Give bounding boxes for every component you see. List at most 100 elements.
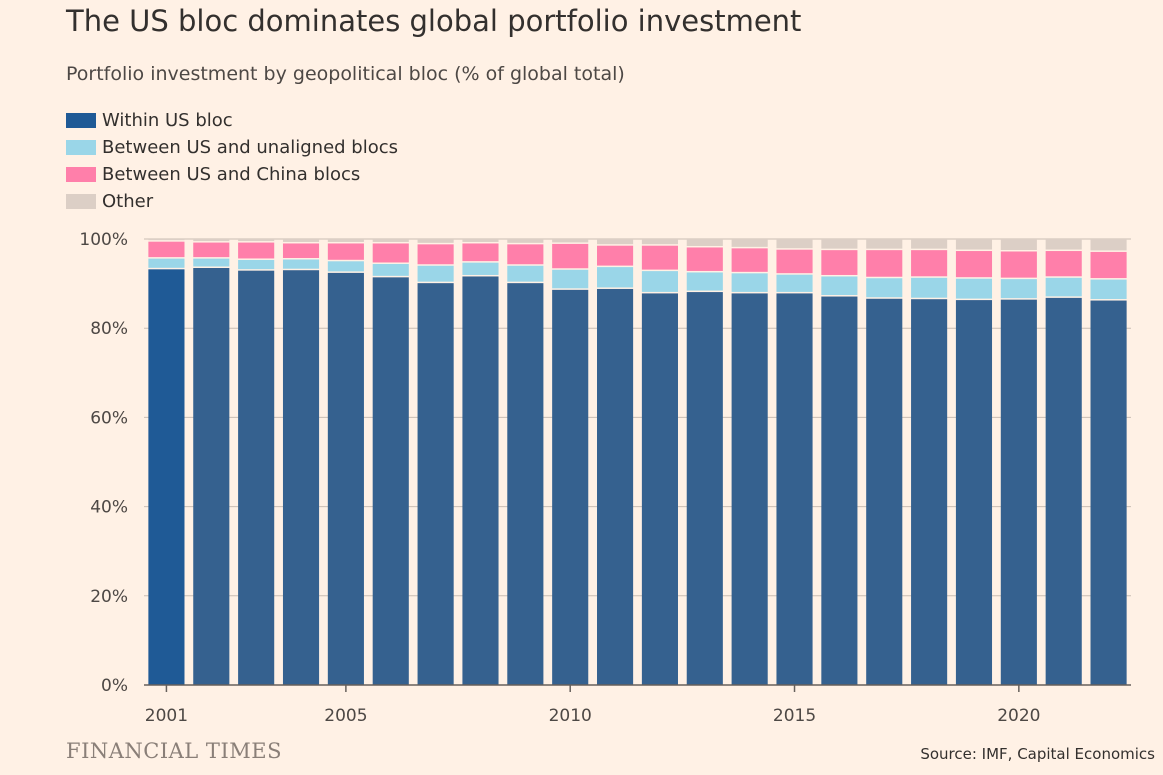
bar-segment-us-china xyxy=(955,251,993,278)
bar-segment-other xyxy=(866,239,903,249)
legend-swatch-us-unaligned xyxy=(66,140,96,155)
bar-segment-other xyxy=(507,239,544,243)
chart-title: The US bloc dominates global portfolio i… xyxy=(66,4,802,38)
bars xyxy=(148,239,1127,685)
bar-segment-us-unaligned xyxy=(1045,277,1082,297)
bar-segment-other xyxy=(462,239,499,242)
bar-stack-2019 xyxy=(955,239,993,685)
bar-segment-us-unaligned xyxy=(911,277,948,298)
bar-segment-other xyxy=(776,239,813,249)
legend-label-us-china: Between US and China blocs xyxy=(102,164,361,185)
y-tick-label: 0% xyxy=(101,676,128,696)
bar-segment-us-china xyxy=(327,243,364,260)
y-tick-label: 80% xyxy=(90,319,128,339)
bar-segment-us-china xyxy=(731,248,768,272)
bar-stack-2003 xyxy=(238,239,275,685)
bar-segment-other xyxy=(327,239,364,242)
bar-segment-us-unaligned xyxy=(731,273,768,292)
bar-segment-us-unaligned xyxy=(641,271,678,292)
bar-segment-within-us xyxy=(1045,297,1082,685)
bar-segment-within-us xyxy=(417,283,454,685)
bar-segment-us-unaligned xyxy=(193,258,230,267)
bar-stack-2002 xyxy=(193,239,230,685)
bar-segment-other xyxy=(148,239,185,241)
bar-segment-us-china xyxy=(821,250,858,275)
bar-segment-us-china xyxy=(1000,251,1037,278)
bar-segment-us-unaligned xyxy=(148,258,185,268)
bar-segment-us-china xyxy=(776,249,813,274)
bar-segment-other xyxy=(238,239,275,242)
bar-segment-us-unaligned xyxy=(866,278,903,298)
bar-segment-within-us xyxy=(507,283,544,685)
bar-segment-other xyxy=(1000,239,1037,250)
bar-segment-within-us xyxy=(238,270,275,685)
chart-legend: Within US bloc Between US and unaligned … xyxy=(66,107,398,215)
bar-stack-2005 xyxy=(327,239,364,685)
bar-stack-2007 xyxy=(417,239,454,685)
bar-segment-us-unaligned xyxy=(955,278,993,299)
bar-stack-2004 xyxy=(282,239,320,685)
y-tick-label: 20% xyxy=(90,587,128,607)
bar-segment-us-china xyxy=(1090,251,1127,279)
bar-segment-within-us xyxy=(866,298,903,685)
bar-segment-other xyxy=(911,239,948,249)
bar-segment-us-unaligned xyxy=(776,274,813,292)
bar-segment-within-us xyxy=(462,276,499,685)
bar-segment-us-china xyxy=(372,243,409,263)
bar-segment-within-us xyxy=(731,293,768,685)
bar-stack-2010 xyxy=(552,239,589,685)
bar-stack-2009 xyxy=(507,239,544,685)
bar-segment-other xyxy=(686,239,723,246)
bar-stack-2012 xyxy=(641,239,678,685)
y-tick-label: 100% xyxy=(79,230,128,250)
bar-segment-within-us xyxy=(955,300,993,685)
bar-segment-us-china xyxy=(193,242,230,258)
bar-segment-us-unaligned xyxy=(507,265,544,282)
bar-segment-us-unaligned xyxy=(417,265,454,282)
bar-segment-within-us xyxy=(552,289,589,685)
bar-segment-us-unaligned xyxy=(1090,279,1127,300)
legend-label-us-unaligned: Between US and unaligned blocs xyxy=(102,137,399,158)
x-tick-label: 2020 xyxy=(997,706,1040,726)
legend-swatch-us-china xyxy=(66,167,96,182)
bar-segment-within-us xyxy=(193,267,230,685)
x-tick-label: 2010 xyxy=(549,706,592,726)
bar-segment-within-us xyxy=(1000,299,1037,685)
legend-label-other: Other xyxy=(102,191,154,212)
bar-segment-us-china xyxy=(686,247,723,271)
bar-stack-2017 xyxy=(866,239,903,685)
bar-segment-within-us xyxy=(327,272,364,685)
bar-stack-2006 xyxy=(372,239,409,685)
legend-item-us-unaligned: Between US and unaligned blocs xyxy=(66,134,398,161)
bar-segment-within-us xyxy=(641,293,678,685)
bar-segment-us-unaligned xyxy=(462,262,499,275)
legend-swatch-other xyxy=(66,194,96,209)
bar-segment-us-unaligned xyxy=(327,261,364,272)
bar-stack-2021 xyxy=(1045,239,1082,685)
bar-segment-other xyxy=(731,239,768,247)
bar-stack-2020 xyxy=(1000,239,1037,685)
bar-segment-other xyxy=(1090,239,1127,251)
bar-segment-within-us xyxy=(776,293,813,685)
bar-segment-other xyxy=(282,239,320,242)
bar-segment-us-china xyxy=(641,245,678,270)
bar-segment-within-us xyxy=(1090,300,1127,685)
bar-segment-within-us xyxy=(821,296,858,685)
bar-segment-us-china xyxy=(866,250,903,277)
bar-segment-other xyxy=(193,239,230,242)
bar-segment-us-china xyxy=(1045,251,1082,277)
source-note: Source: IMF, Capital Economics xyxy=(920,745,1155,763)
bar-stack-2008 xyxy=(462,239,499,685)
bar-stack-2013 xyxy=(686,239,723,685)
y-tick-label: 40% xyxy=(90,498,128,518)
bar-segment-us-unaligned xyxy=(238,259,275,270)
bar-segment-us-china xyxy=(238,242,275,259)
x-tick-label: 2015 xyxy=(773,706,816,726)
bar-segment-us-china xyxy=(911,250,948,277)
bar-stack-2018 xyxy=(911,239,948,685)
bar-segment-other xyxy=(417,239,454,243)
bar-segment-within-us xyxy=(282,270,320,685)
bar-segment-us-unaligned xyxy=(552,269,589,289)
bar-segment-us-unaligned xyxy=(597,267,634,288)
